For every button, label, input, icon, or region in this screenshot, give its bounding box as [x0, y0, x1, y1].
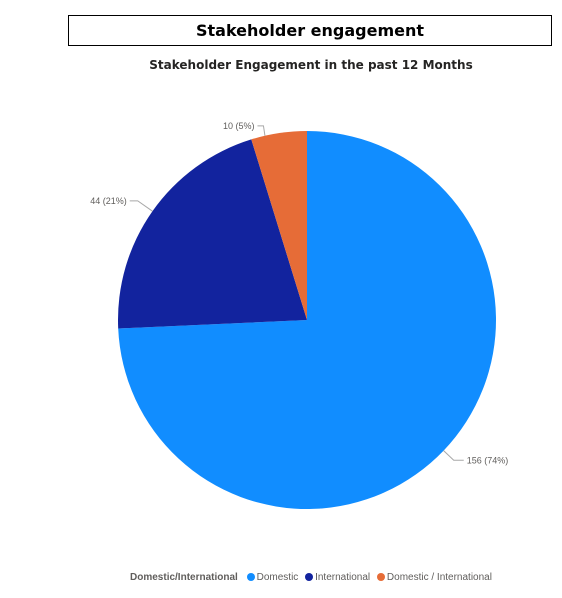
leader-line: [257, 125, 266, 136]
pie-slice-domestic-international[interactable]: [251, 131, 307, 320]
legend-title: Domestic/International: [130, 572, 238, 583]
legend-dot-icon: [246, 573, 255, 581]
legend-item-domestic[interactable]: Domestic: [246, 572, 299, 583]
legend-dot-icon: [305, 573, 314, 581]
pie-slice-international[interactable]: [118, 139, 307, 329]
leader-line: [443, 450, 464, 461]
data-label: 10 (5%): [223, 121, 255, 131]
data-label: 156 (74%): [467, 455, 509, 465]
legend-item-domestic-international[interactable]: Domestic / International: [376, 572, 492, 583]
legend-label: International: [315, 572, 371, 583]
pie-slice-domestic[interactable]: [118, 131, 496, 509]
chart-legend: Domestic/International Domestic Internat…: [66, 572, 556, 583]
pie-chart-visual[interactable]: Stakeholder Engagement in the past 12 Mo…: [66, 52, 556, 598]
legend-item-international[interactable]: International: [305, 572, 370, 583]
section-title: Stakeholder engagement: [195, 21, 425, 40]
legend-dot-icon: [376, 573, 385, 581]
legend-label: Domestic / International: [386, 572, 492, 583]
section-header: Stakeholder engagement: [68, 15, 552, 46]
data-label: 44 (21%): [90, 196, 127, 206]
chart-title: Stakeholder Engagement in the past 12 Mo…: [149, 58, 473, 72]
pie-chart: 156 (74%) 44 (21%) 10 (5%): [90, 121, 509, 509]
leader-line: [129, 200, 153, 212]
legend-label: Domestic: [256, 572, 299, 583]
